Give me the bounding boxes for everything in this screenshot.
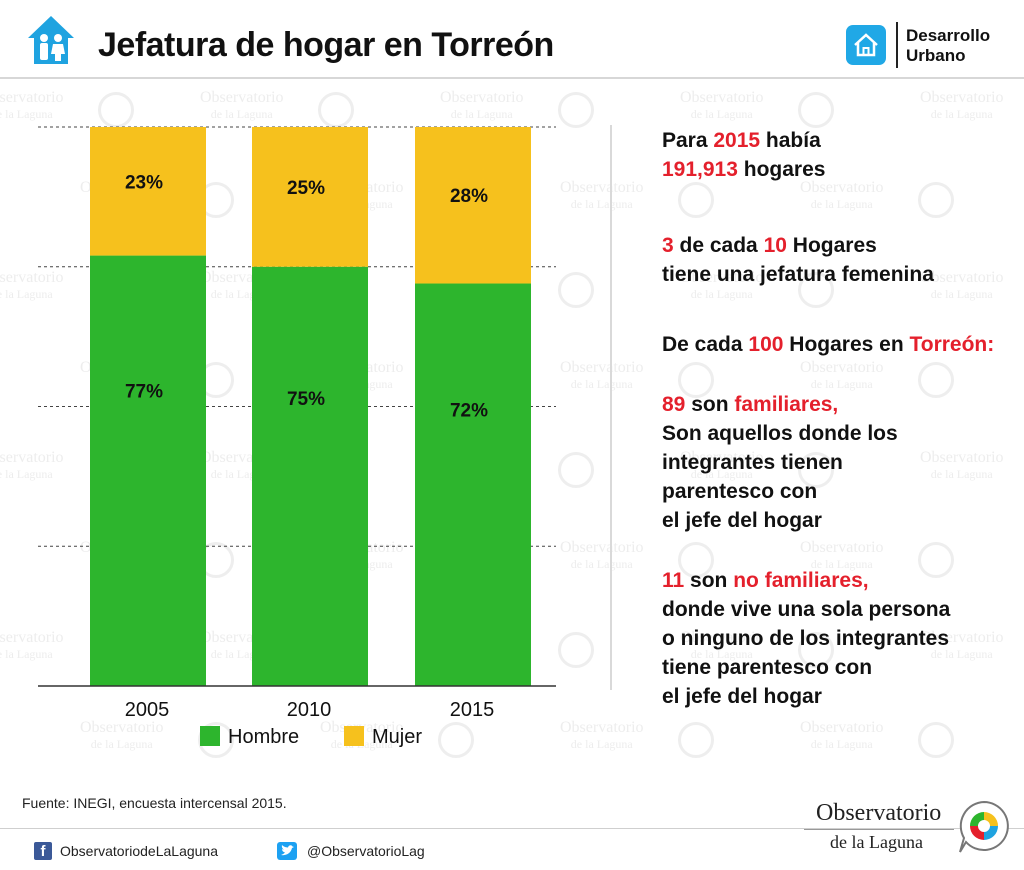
family-house-icon: [28, 16, 74, 64]
fact-text: De cada: [662, 333, 749, 356]
header-divider: [0, 77, 1024, 79]
fact-line: Son aquellos donde los: [662, 422, 898, 445]
fact-text: son: [685, 393, 735, 416]
fact-number: 100: [748, 333, 784, 356]
facebook-icon[interactable]: f: [34, 842, 52, 860]
fact-number: 3: [662, 234, 674, 257]
watermark-logo-icon: [678, 722, 714, 758]
org-subtitle: de la Laguna: [830, 832, 923, 852]
data-label: 23%: [125, 173, 163, 194]
x-tick-label: 2010: [287, 699, 332, 721]
vertical-separator: [610, 125, 612, 690]
fact-kind: familiares,: [734, 393, 839, 416]
x-tick-label: 2005: [125, 699, 170, 721]
fact-text: de cada: [673, 234, 764, 257]
data-label: 28%: [450, 186, 488, 207]
fact-line: el jefe del hogar: [662, 685, 822, 708]
data-label: 77%: [125, 382, 163, 403]
watermark-logo-icon: [918, 722, 954, 758]
fact-line: el jefe del hogar: [662, 509, 822, 532]
fact-number: 89: [662, 393, 686, 416]
fact-text: Hogares: [786, 234, 877, 257]
legend-hombre-label: Hombre: [228, 726, 299, 748]
fact-line: donde vive una sola persona: [662, 598, 951, 621]
watermark-logo-icon: [678, 182, 714, 218]
fact-city: Torreón:: [909, 333, 995, 356]
observatorio-logo-icon: [959, 800, 1009, 853]
bar-hombre-2015: [415, 283, 531, 686]
bar-mujer-2010: [252, 127, 368, 267]
fact-total-households: Para 2015 había 191,913 hogares: [662, 126, 825, 184]
footer-divider: [0, 828, 1024, 829]
watermark-logo-icon: [918, 362, 954, 398]
fact-year: 2015: [713, 129, 761, 152]
fact-per-100: De cada 100 Hogares en Torreón:: [662, 330, 994, 359]
fact-number: 10: [763, 234, 787, 257]
legend-mujer-swatch: [344, 726, 364, 746]
brand-line-2: Urbano: [906, 46, 966, 65]
twitter-icon[interactable]: [277, 842, 297, 860]
fact-line: integrantes tienen: [662, 451, 843, 474]
fact-line: parentesco con: [662, 480, 818, 503]
org-divider: [804, 829, 954, 830]
fact-kind: no familiares,: [733, 569, 869, 592]
data-label: 72%: [450, 400, 488, 421]
fact-number: 11: [662, 569, 685, 592]
fact-number: 191,913: [662, 158, 738, 181]
page-title: Jefatura de hogar en Torreón: [98, 26, 554, 64]
brand-line-1: Desarrollo: [906, 26, 991, 45]
fact-text: son: [684, 569, 734, 592]
fact-text: tiene una jefatura femenina: [662, 263, 934, 286]
fact-text: Para: [662, 129, 714, 152]
fact-text: hogares: [737, 158, 826, 181]
home-icon: [846, 25, 886, 65]
data-label: 25%: [287, 178, 325, 199]
twitter-link[interactable]: @ObservatorioLag: [307, 843, 425, 859]
data-label: 75%: [287, 389, 325, 410]
x-tick-label: 2015: [450, 699, 495, 721]
fact-text: había: [760, 129, 821, 152]
brand-divider: [896, 22, 898, 68]
bar-mujer-2005: [90, 127, 206, 256]
legend-mujer-label: Mujer: [372, 726, 422, 748]
bar-mujer-2015: [415, 127, 531, 284]
fact-no-familiares: 11 son no familiares, donde vive una sol…: [662, 566, 950, 711]
fact-line: o ninguno de los integrantes: [662, 627, 950, 650]
bar-hombre-2005: [90, 255, 206, 686]
fact-line: tiene parentesco con: [662, 656, 873, 679]
org-title: Observatorio: [816, 800, 942, 826]
watermark-logo-icon: [918, 182, 954, 218]
stacked-bar-chart: 77% 23% 2005 75% 25% 2010 72% 28% 2015 Hombre Muje…: [38, 126, 556, 748]
facebook-link[interactable]: ObservatoriodeLaLaguna: [60, 843, 219, 859]
bar-hombre-2010: [252, 266, 368, 686]
watermark-logo-icon: [798, 92, 834, 128]
legend-hombre-swatch: [200, 726, 220, 746]
source-note: Fuente: INEGI, encuesta intercensal 2015…: [22, 795, 287, 811]
fact-female-headship: 3 de cada 10 Hogares tiene una jefatura …: [662, 231, 934, 289]
brand-label: Desarrollo Urbano: [906, 26, 990, 66]
fact-text: Hogares en: [783, 333, 910, 356]
fact-familiares: 89 son familiares, Son aquellos donde lo…: [662, 390, 898, 535]
